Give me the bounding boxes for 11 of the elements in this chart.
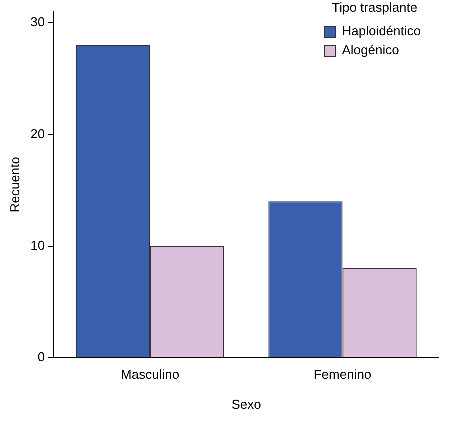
y-tick-label: 30 — [30, 14, 46, 30]
legend-label: Alogénico — [342, 42, 400, 58]
x-tick-label: Masculino — [121, 367, 180, 382]
y-tick-label: 20 — [30, 126, 46, 142]
y-tick-label: 0 — [38, 349, 46, 364]
x-axis-title: Sexo — [232, 396, 262, 412]
y-tick-label: 10 — [30, 238, 46, 253]
y-axis-title: Recuento — [7, 157, 22, 213]
legend-title: Tipo trasplante — [332, 0, 418, 16]
legend-label: Haploidéntico — [342, 24, 422, 39]
x-tick-label: Femenino — [314, 367, 372, 382]
